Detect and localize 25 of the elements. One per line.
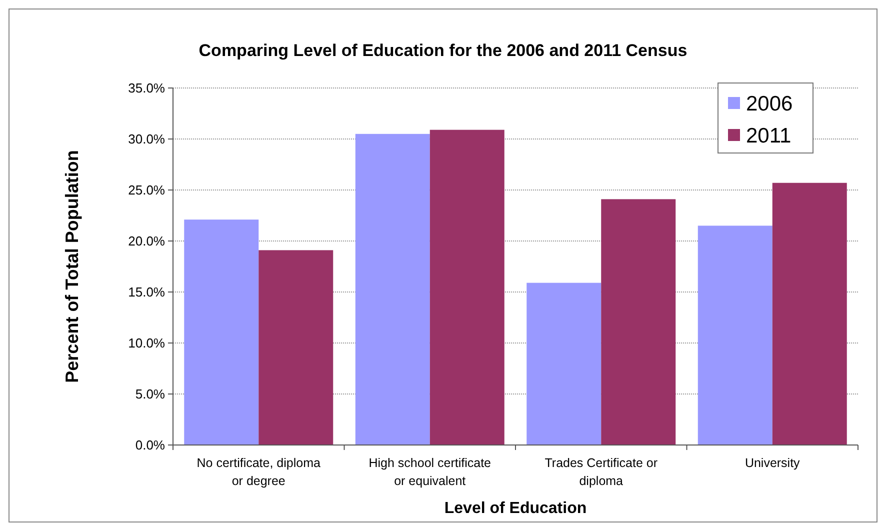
bar	[430, 130, 504, 445]
y-tick-label: 5.0%	[135, 386, 166, 402]
x-tick-label: University	[744, 456, 801, 470]
y-tick-label: 30.0%	[128, 132, 166, 147]
y-tick-label: 25.0%	[128, 182, 166, 198]
x-axis-title: Level of Education	[444, 500, 587, 517]
chart-title: Comparing Level of Education for the 2006 and 2011 Census	[198, 41, 688, 60]
x-tick-label: Trades Certificate or diploma	[544, 456, 658, 488]
bar	[772, 182, 847, 445]
y-tick-label: 15.0%	[128, 284, 166, 300]
y-tick-label: 35.0%	[128, 80, 166, 96]
y-tick-label: 0.0%	[135, 438, 166, 453]
bar	[698, 226, 772, 445]
bar	[526, 282, 602, 445]
x-tick-label: High school certificate or equivalent	[368, 456, 492, 488]
legend-label: 2011	[746, 124, 792, 148]
bar	[184, 220, 259, 445]
bar	[601, 199, 676, 445]
legend-label: 2006	[746, 92, 793, 116]
bar	[258, 250, 334, 445]
y-tick-label: 20.0%	[128, 234, 166, 249]
bar	[355, 134, 430, 445]
y-tick-label: 10.0%	[128, 336, 166, 351]
x-tick-label: No certificate, diploma or degree	[196, 456, 320, 488]
y-axis-title: Percent of Total Population	[62, 150, 82, 383]
